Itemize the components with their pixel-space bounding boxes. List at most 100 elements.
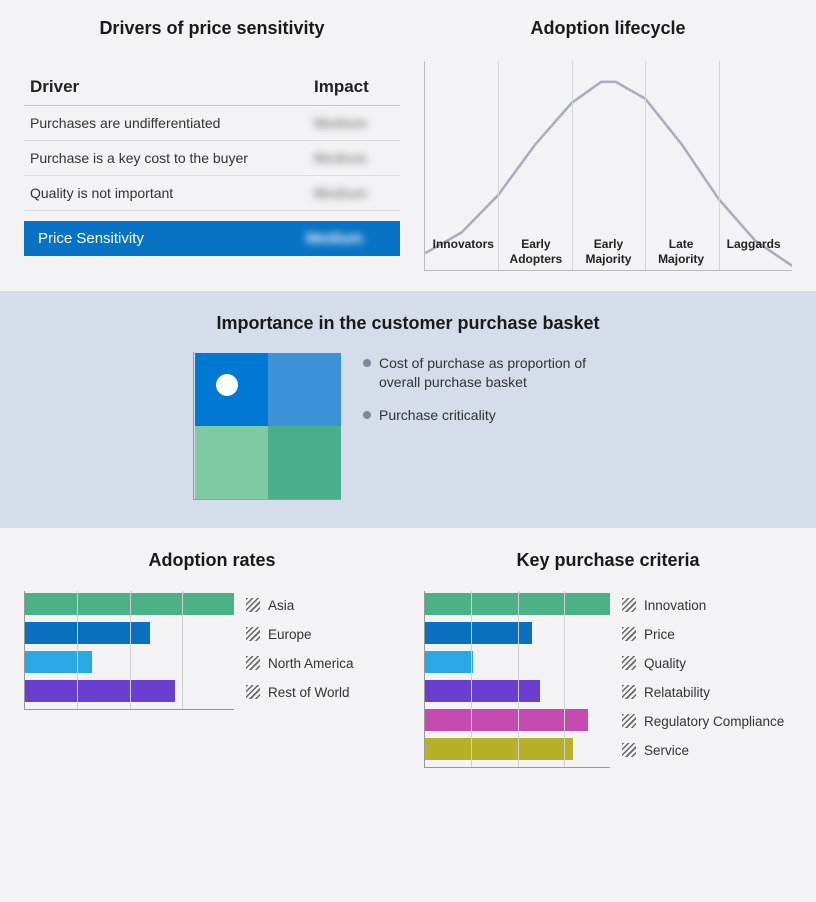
gridline (564, 591, 565, 767)
driver-cell: Purchases are undifferentiated (30, 115, 314, 131)
legend-item: Innovation (622, 594, 784, 616)
legend-label: Europe (268, 627, 312, 642)
table-header: Driver Impact (24, 73, 400, 106)
price-sensitivity-table: Driver Impact Purchases are undifferenti… (24, 73, 400, 256)
quadrant-chart (195, 353, 341, 499)
bar (25, 680, 175, 702)
quadrant-bl (195, 426, 268, 499)
legend-label: Asia (268, 598, 294, 613)
legend-item: Regulatory Compliance (622, 710, 784, 732)
lifecycle-panel: Adoption lifecycle InnovatorsEarlyAdopte… (412, 18, 804, 271)
legend-item: North America (246, 652, 354, 674)
summary-label: Price Sensitivity (38, 230, 306, 247)
lifecycle-labels: InnovatorsEarlyAdoptersEarlyMajorityLate… (425, 237, 792, 266)
gridline (518, 591, 519, 767)
lifecycle-title: Adoption lifecycle (424, 18, 792, 39)
hatch-icon (622, 714, 636, 728)
lifecycle-label: Innovators (427, 237, 500, 266)
criteria-legend: Innovation Price Quality Relatability Regula… (622, 591, 784, 768)
adoption-legend: Asia Europe North America Rest of World (246, 591, 354, 710)
criteria-panel: Key purchase criteria Innovation Price Qua… (412, 550, 804, 768)
legend-label: Relatability (644, 685, 710, 700)
hatch-icon (246, 598, 260, 612)
legend-label: Price (644, 627, 675, 642)
basket-panel: Importance in the customer purchase bask… (0, 291, 816, 528)
bar (425, 622, 532, 644)
gridline (645, 61, 646, 270)
bar (25, 651, 92, 673)
legend-item: Relatability (622, 681, 784, 703)
gridline (182, 591, 183, 709)
adoption-panel: Adoption rates Asia Europe North America Re… (12, 550, 412, 768)
hatch-icon (622, 627, 636, 641)
gridline (719, 61, 720, 270)
legend-label: Quality (644, 656, 686, 671)
header-impact: Impact (314, 77, 394, 97)
gridline (77, 591, 78, 709)
hatch-icon (622, 743, 636, 757)
header-driver: Driver (30, 77, 314, 97)
price-sensitivity-panel: Drivers of price sensitivity Driver Impa… (12, 18, 412, 271)
legend-item: Price (622, 623, 784, 645)
legend-item: Cost of purchase as proportion of overal… (363, 354, 623, 392)
bottom-row: Adoption rates Asia Europe North America Re… (0, 528, 816, 798)
adoption-area: Asia Europe North America Rest of World (24, 591, 400, 710)
gridline (572, 61, 573, 270)
criteria-plot (424, 591, 610, 768)
criteria-area: Innovation Price Quality Relatability Regula… (424, 591, 792, 768)
lifecycle-label: EarlyMajority (572, 237, 645, 266)
adoption-plot (24, 591, 234, 710)
legend-item: Quality (622, 652, 784, 674)
bullet-icon (363, 359, 371, 367)
hatch-icon (246, 627, 260, 641)
legend-text: Purchase criticality (379, 406, 496, 425)
legend-label: Innovation (644, 598, 706, 613)
legend-label: Regulatory Compliance (644, 714, 784, 729)
lifecycle-label: EarlyAdopters (500, 237, 573, 266)
table-row: Purchases are undifferentiatedMedium (24, 106, 400, 141)
impact-cell: Medium (314, 150, 394, 166)
price-sensitivity-title: Drivers of price sensitivity (24, 18, 400, 39)
gridline (498, 61, 499, 270)
lifecycle-label: LateMajority (645, 237, 718, 266)
hatch-icon (622, 598, 636, 612)
bar (425, 680, 540, 702)
legend-label: Rest of World (268, 685, 350, 700)
driver-cell: Quality is not important (30, 185, 314, 201)
gridline (130, 591, 131, 709)
impact-cell: Medium (314, 115, 394, 131)
driver-cell: Purchase is a key cost to the buyer (30, 150, 314, 166)
hatch-icon (622, 656, 636, 670)
quadrant-tr (268, 353, 341, 426)
hatch-icon (622, 685, 636, 699)
lifecycle-chart: InnovatorsEarlyAdoptersEarlyMajorityLate… (424, 61, 792, 271)
bar (25, 622, 150, 644)
basket-title: Importance in the customer purchase bask… (12, 313, 804, 334)
legend-item: Europe (246, 623, 354, 645)
table-row: Purchase is a key cost to the buyerMediu… (24, 141, 400, 176)
basket-content: Cost of purchase as proportion of overal… (12, 352, 804, 500)
quadrant-br (268, 426, 341, 499)
hatch-icon (246, 685, 260, 699)
lifecycle-label: Laggards (717, 237, 790, 266)
quadrant-axes (193, 352, 341, 500)
legend-item: Service (622, 739, 784, 761)
impact-cell: Medium (314, 185, 394, 201)
legend-label: Service (644, 743, 689, 758)
legend-label: North America (268, 656, 354, 671)
summary-value: Medium (306, 230, 386, 247)
legend-item: Asia (246, 594, 354, 616)
legend-item: Rest of World (246, 681, 354, 703)
bullet-icon (363, 411, 371, 419)
gridline (471, 591, 472, 767)
bar (425, 651, 473, 673)
legend-item: Purchase criticality (363, 406, 623, 425)
criteria-title: Key purchase criteria (424, 550, 792, 571)
legend-text: Cost of purchase as proportion of overal… (379, 354, 623, 392)
hatch-icon (246, 656, 260, 670)
bar (425, 738, 573, 760)
adoption-title: Adoption rates (24, 550, 400, 571)
basket-legend: Cost of purchase as proportion of overal… (363, 352, 623, 500)
top-row: Drivers of price sensitivity Driver Impa… (0, 0, 816, 291)
table-row: Quality is not importantMedium (24, 176, 400, 211)
